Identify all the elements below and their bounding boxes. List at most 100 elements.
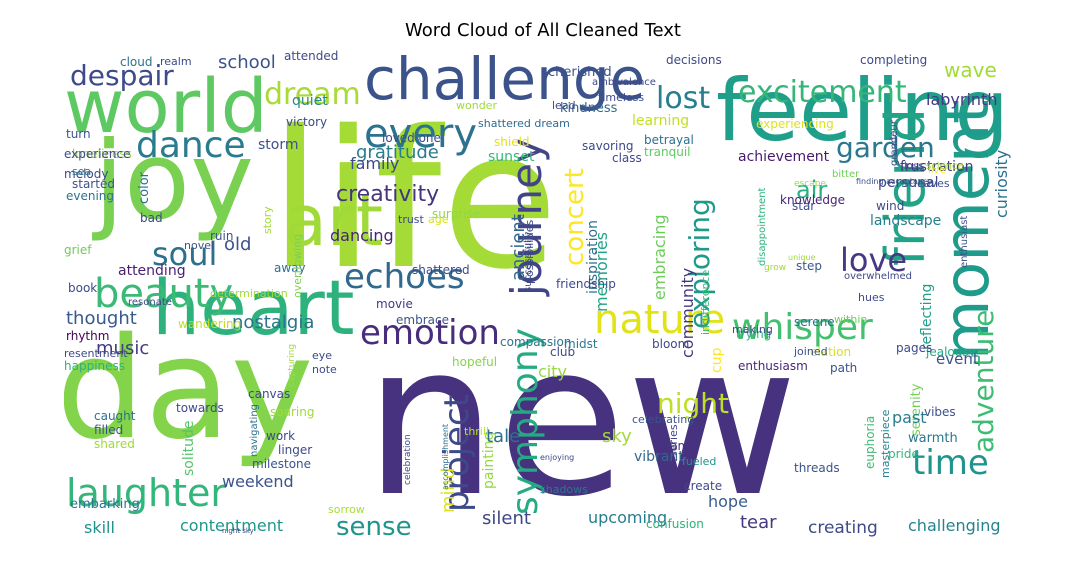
word-skill: skill [84,518,115,537]
word-cup: cup [709,347,725,373]
word-pride: pride [888,447,919,461]
word-away: away [274,261,306,275]
word-navigating: navigating [249,403,260,457]
word-loneliness: loneliness [72,147,132,161]
word-symphony: symphony [505,328,546,515]
word-achievement: achievement [738,149,830,165]
word-color: color [137,171,152,204]
word-shattered-dream: shattered dream [478,117,570,130]
word-savoring: savoring [582,139,634,153]
word-emotion: emotion [360,313,500,353]
word-turn: turn [66,127,91,141]
word-nature: nature [594,297,726,343]
word-within: within [834,313,868,326]
word-night: night [657,387,730,420]
word-silent: silent [482,508,531,529]
word-loss: loss [904,161,924,172]
word-surprise: surprise [432,207,481,221]
word-adventure: adventure [967,309,1000,453]
word-enthusiasm: enthusiasm [738,359,808,373]
word-bad: bad [140,211,163,225]
word-family: family [350,154,400,173]
word-wind: wind [876,199,905,213]
chart-title: Word Cloud of All Cleaned Text [405,20,681,41]
word-heart: heart [152,263,355,352]
word-book: book [68,281,98,295]
word-sunset: sunset [488,149,535,165]
word-work: work [266,429,296,443]
word-ambivalence: ambivalence [592,77,656,88]
word-attending: attending [118,263,186,279]
word-life: life [269,90,559,311]
word-club: club [550,345,576,359]
word-personal: personal [878,175,939,191]
word-warmth: warmth [908,431,958,446]
word-capturing: capturing [287,343,297,387]
word-love: love [840,241,908,279]
word-making: making [732,323,773,336]
word-friendship: friendship [556,277,616,291]
word-path: path [830,361,858,375]
word-shattered: shattered [412,263,470,277]
word-challenging: challenging [908,516,1001,535]
word-decisions: decisions [666,53,722,67]
word-determination: determination [210,287,288,300]
word-wonder: wonder [456,99,497,112]
word-shield: shield [494,135,530,149]
word-enthusiast: enthusiast [959,215,970,268]
word-star: star [792,199,816,213]
word-day: day [64,308,314,471]
word-victory: victory [286,115,328,129]
word-landscape: landscape [870,213,942,229]
word-thought: thought [66,308,137,329]
word-successfully: successfully [523,231,534,292]
word-vibrant: vibrant [634,449,684,465]
word-story: story [261,206,274,234]
word-labyrinth: labyrinth [926,90,998,109]
word-evening: evening [66,189,115,203]
word-shared: shared [94,437,135,451]
word-canvas: canvas [248,387,291,401]
word-overwhelmed: overwhelmed [844,271,912,282]
word-resentment: resentment [64,347,128,360]
word-movie: movie [376,297,413,311]
word-cherished: cherished [548,65,612,80]
word-euphoria: euphoria [863,415,877,469]
word-indifference: indifference [699,269,712,335]
word-live: live [928,165,946,176]
word-sea: sea [72,165,92,178]
word-celebrating: celebrating [632,413,695,426]
word-new: new [364,298,799,543]
word-frustration: frustration [900,159,974,175]
word-night-sky: night sky [222,527,254,535]
word-music: music [96,338,150,359]
word-dance: dance [136,125,246,166]
word-hues: hues [858,291,885,304]
word-realm: realm [160,55,192,68]
word-dream: dream [264,77,361,112]
word-filled: filled [94,423,124,437]
word-jealousy: jealousy [926,345,976,359]
word-sorrow: sorrow [328,503,365,516]
word-ruin: ruin [210,229,234,243]
word-loved-one: loved one [382,131,441,145]
word-trust: trust [398,213,424,226]
word-towards: towards [176,401,224,415]
word-hopeful: hopeful [452,355,498,369]
word-leaves: leaves [914,177,950,190]
word-melody: melody [64,167,109,181]
word-happiness: happiness [64,359,126,373]
word-school: school [218,52,276,73]
word-solitude: solitude [181,420,197,476]
word-every: every [364,111,478,157]
word-wandering: wandering [178,317,242,331]
word-experiencing: experiencing [756,117,834,131]
word-garden: garden [836,131,935,164]
word-confusion: confusion [646,517,704,531]
word-weekend: weekend [222,472,294,491]
word-grow: grow [764,263,787,273]
word-experience: experience [64,147,131,161]
word-celebration: celebration [403,434,413,485]
word-disappointment: disappointment [757,187,768,266]
word-art: art [284,180,384,262]
